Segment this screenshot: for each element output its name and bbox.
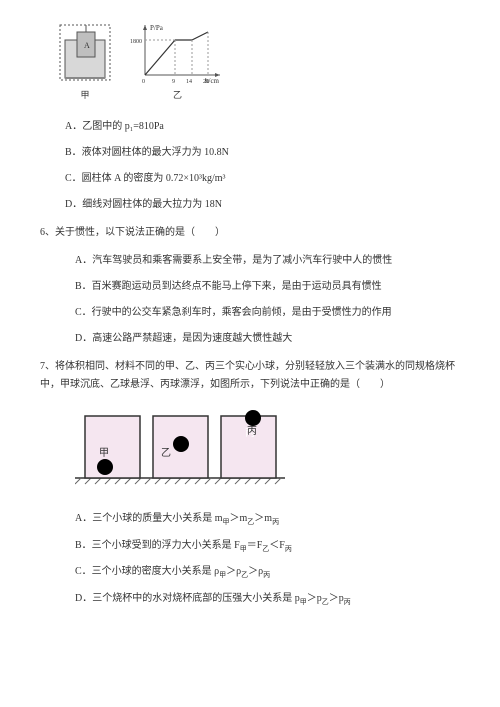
q7D-text: D．三个烧杯中的水对烧杯底部的压强大小关系是 p: [75, 593, 300, 604]
figure-乙: P/Pa h/cm 1800 0 9 14 20 乙: [130, 20, 225, 103]
q5-option-B: B．液体对圆柱体的最大浮力为 10.8N: [65, 144, 460, 162]
q7-option-C: C．三个小球的密度大小关系是 ρ甲＞ρ乙＞ρ丙: [75, 563, 460, 582]
svg-text:14: 14: [186, 79, 192, 85]
cylinder-container-svg: A: [55, 20, 115, 85]
svg-text:20: 20: [203, 79, 209, 85]
svg-text:0: 0: [142, 79, 145, 85]
figure-row: A 甲 P/Pa h/cm 1800 0 9 14 20 乙: [55, 20, 460, 103]
q7-option-B: B．三个小球受到的浮力大小关系是 F甲＝F乙＜F丙: [75, 537, 460, 556]
fig2-label: 乙: [173, 87, 182, 103]
q7-stem: 7、将体积相同、材料不同的甲、乙、丙三个实心小球，分别轻轻放入三个装满水的同规格…: [40, 358, 460, 394]
q6-option-A: A．汽车驾驶员和乘客需要系上安全带，是为了减小汽车行驶中人的惯性: [75, 252, 460, 270]
svg-text:乙: 乙: [161, 447, 171, 459]
svg-text:P/Pa: P/Pa: [150, 24, 164, 32]
q6-stem: 6、关于惯性，以下说法正确的是（ ）: [40, 224, 460, 242]
fig1-label: 甲: [80, 87, 89, 103]
q7B-text: B．三个小球受到的浮力大小关系是 F: [75, 540, 240, 551]
svg-text:丙: 丙: [247, 426, 257, 437]
q7-option-A: A．三个小球的质量大小关系是 m甲＞m乙＞m丙: [75, 510, 460, 529]
pressure-graph-svg: P/Pa h/cm 1800 0 9 14 20: [130, 20, 225, 85]
svg-text:9: 9: [172, 79, 175, 85]
beaker-figure: 甲 乙 丙 丙: [75, 406, 460, 498]
q6-option-B: B．百米赛跑运动员到达终点不能马上停下来，是由于运动员具有惯性: [75, 278, 460, 296]
q5-option-D: D．细线对圆柱体的最大拉力为 18N: [65, 196, 460, 214]
q6-option-D: D．高速公路严禁超速，是因为速度越大惯性越大: [75, 330, 460, 348]
figure-甲: A 甲: [55, 20, 115, 103]
svg-text:甲: 甲: [99, 448, 109, 459]
q5-option-C: C．圆柱体 A 的密度为 0.72×10³kg/m³: [65, 170, 460, 188]
q7C-text: C．三个小球的密度大小关系是 ρ: [75, 566, 219, 577]
q7A-text: A．三个小球的质量大小关系是 m: [75, 513, 223, 524]
q5-option-A: A．乙图中的 p₁=810Pa: [65, 118, 460, 136]
svg-text:A: A: [84, 41, 90, 50]
q6-option-C: C．行驶中的公交车紧急刹车时，乘客会向前倾，是由于受惯性力的作用: [75, 304, 460, 322]
svg-text:1800: 1800: [130, 39, 142, 45]
q7-option-D: D．三个烧杯中的水对烧杯底部的压强大小关系是 p甲＞p乙＞p丙: [75, 590, 460, 609]
